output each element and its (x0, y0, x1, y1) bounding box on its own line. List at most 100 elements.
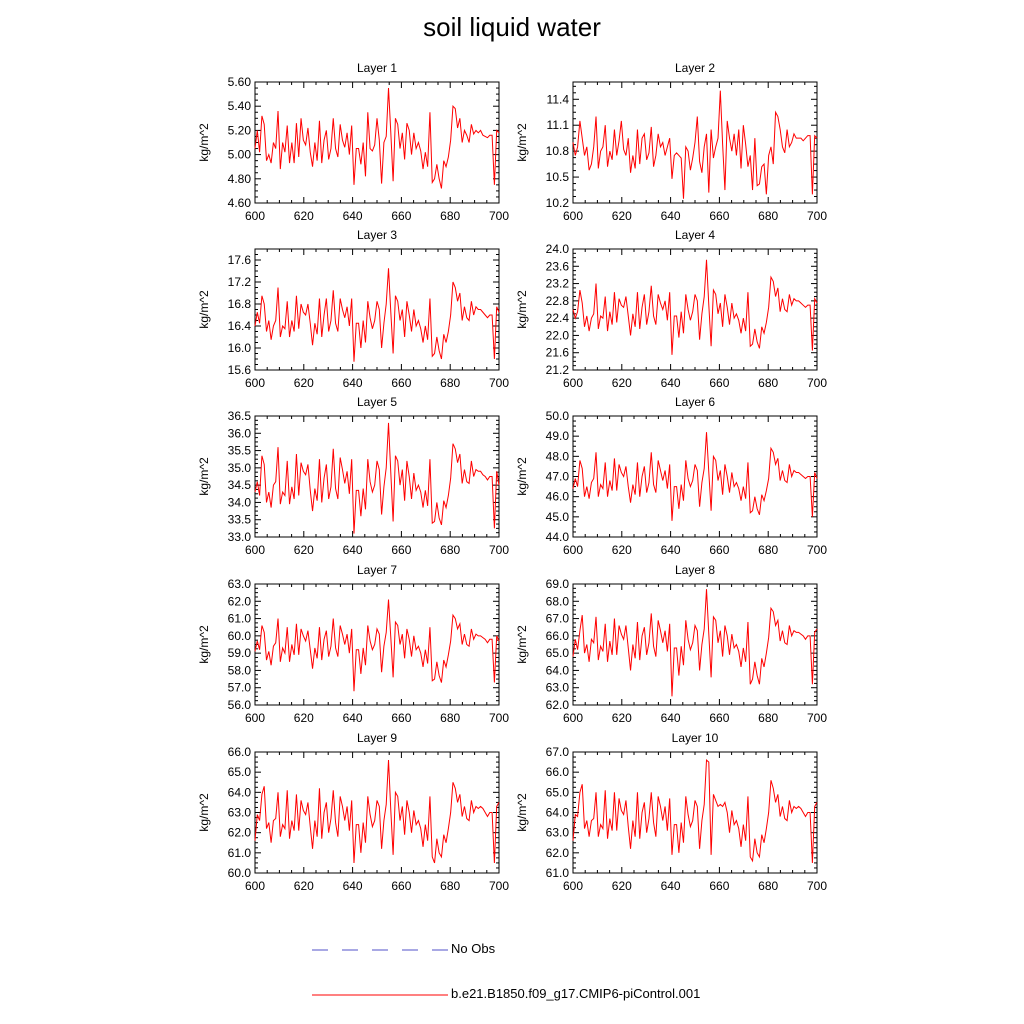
y-axis-label: kg/m^2 (515, 457, 529, 496)
x-tick-label: 600 (563, 879, 583, 893)
y-tick-label: 62.0 (228, 826, 252, 840)
x-tick-label: 700 (807, 879, 827, 893)
y-axis-label: kg/m^2 (515, 123, 529, 162)
y-tick-label: 21.6 (546, 346, 570, 360)
y-tick-label: 64.0 (546, 806, 570, 820)
y-tick-label: 62.0 (546, 698, 570, 712)
x-tick-label: 600 (563, 543, 583, 557)
series-line (254, 268, 500, 362)
x-tick-label: 640 (343, 543, 363, 557)
y-tick-label: 4.60 (228, 196, 252, 210)
y-tick-label: 5.20 (228, 123, 252, 137)
y-tick-label: 62.0 (546, 846, 570, 860)
x-tick-label: 600 (563, 209, 583, 223)
x-tick-label: 660 (709, 209, 729, 223)
x-tick-label: 660 (391, 711, 411, 725)
series-line (572, 90, 818, 199)
y-tick-label: 61.0 (228, 846, 252, 860)
panel-title: Layer 4 (675, 228, 715, 242)
y-axis-label: kg/m^2 (197, 793, 211, 832)
layer-panel: Layer 1 kg/m^2 600 620 640 660 680 700 4.60 4.80 5… (197, 61, 509, 223)
y-tick-label: 68.0 (546, 594, 570, 608)
x-tick-label: 700 (489, 376, 509, 390)
x-tick-label: 700 (489, 879, 509, 893)
y-tick-label: 65.0 (546, 646, 570, 660)
y-tick-label: 59.0 (228, 646, 252, 660)
y-tick-label: 56.0 (228, 698, 252, 712)
panel-title: Layer 1 (357, 61, 397, 75)
panel-title: Layer 8 (675, 563, 715, 577)
y-tick-label: 60.0 (228, 629, 252, 643)
y-tick-label: 67.0 (546, 612, 570, 626)
y-tick-label: 21.2 (546, 363, 570, 377)
y-tick-label: 11.1 (547, 118, 570, 132)
x-tick-label: 680 (440, 376, 460, 390)
x-tick-label: 600 (245, 879, 265, 893)
x-tick-label: 600 (245, 543, 265, 557)
y-tick-label: 22.0 (546, 328, 570, 342)
y-tick-label: 35.0 (228, 461, 252, 475)
y-tick-label: 67.0 (546, 745, 570, 759)
y-tick-label: 16.4 (228, 319, 252, 333)
y-tick-label: 23.6 (546, 259, 570, 273)
y-tick-label: 62.0 (228, 594, 252, 608)
x-tick-label: 640 (343, 209, 363, 223)
x-tick-label: 680 (758, 376, 778, 390)
y-axis-label: kg/m^2 (197, 457, 211, 496)
y-tick-label: 49.0 (546, 429, 570, 443)
y-tick-label: 69.0 (546, 577, 570, 591)
x-tick-label: 680 (440, 543, 460, 557)
x-tick-label: 620 (612, 711, 632, 725)
y-tick-label: 45.0 (546, 510, 570, 524)
x-tick-label: 620 (294, 543, 314, 557)
x-tick-label: 620 (294, 376, 314, 390)
x-tick-label: 680 (440, 209, 460, 223)
y-tick-label: 47.0 (546, 470, 570, 484)
y-tick-label: 33.0 (228, 530, 252, 544)
y-tick-label: 64.0 (228, 785, 252, 799)
panel-title: Layer 9 (357, 731, 397, 745)
y-tick-label: 57.0 (228, 681, 252, 695)
series-line (254, 88, 500, 189)
x-tick-label: 680 (440, 711, 460, 725)
layer-panel: Layer 8 kg/m^2 600 620 640 660 680 700 62.0 63.0 6… (515, 563, 827, 725)
series-line (254, 422, 500, 534)
layer-panel: Layer 4 kg/m^2 600 620 640 660 680 700 21.2 21.6 2… (515, 228, 827, 390)
y-tick-label: 64.0 (546, 663, 570, 677)
y-tick-label: 63.0 (546, 681, 570, 695)
y-tick-label: 33.5 (228, 513, 252, 527)
y-tick-label: 44.0 (546, 530, 570, 544)
series-line (254, 599, 500, 692)
x-tick-label: 640 (343, 711, 363, 725)
x-tick-label: 660 (391, 209, 411, 223)
y-tick-label: 61.0 (228, 612, 252, 626)
panel-title: Layer 2 (675, 61, 715, 75)
x-tick-label: 620 (294, 711, 314, 725)
y-axis-label: kg/m^2 (515, 290, 529, 329)
layer-panel: Layer 9 kg/m^2 600 620 640 660 680 700 60.0 61.0 6… (197, 731, 509, 893)
x-tick-label: 680 (440, 879, 460, 893)
x-tick-label: 700 (489, 543, 509, 557)
layer-panel: Layer 6 kg/m^2 600 620 640 660 680 700 44.0 45.0 4… (515, 395, 827, 557)
panel-title: Layer 3 (357, 228, 397, 242)
x-tick-label: 600 (563, 376, 583, 390)
y-tick-label: 63.0 (228, 806, 252, 820)
y-tick-label: 16.8 (228, 297, 252, 311)
x-tick-label: 700 (807, 209, 827, 223)
x-tick-label: 640 (343, 376, 363, 390)
x-tick-label: 680 (758, 711, 778, 725)
figure-title: soil liquid water (423, 12, 601, 42)
x-tick-label: 640 (343, 879, 363, 893)
y-axis-label: kg/m^2 (515, 625, 529, 664)
y-tick-label: 17.6 (228, 253, 252, 267)
y-tick-label: 65.0 (546, 785, 570, 799)
x-tick-label: 700 (489, 711, 509, 725)
y-tick-label: 66.0 (546, 765, 570, 779)
x-tick-label: 660 (709, 543, 729, 557)
series-line (572, 759, 818, 863)
x-tick-label: 620 (612, 879, 632, 893)
y-axis-label: kg/m^2 (197, 625, 211, 664)
y-tick-label: 16.0 (228, 341, 252, 355)
y-tick-label: 36.0 (228, 426, 252, 440)
